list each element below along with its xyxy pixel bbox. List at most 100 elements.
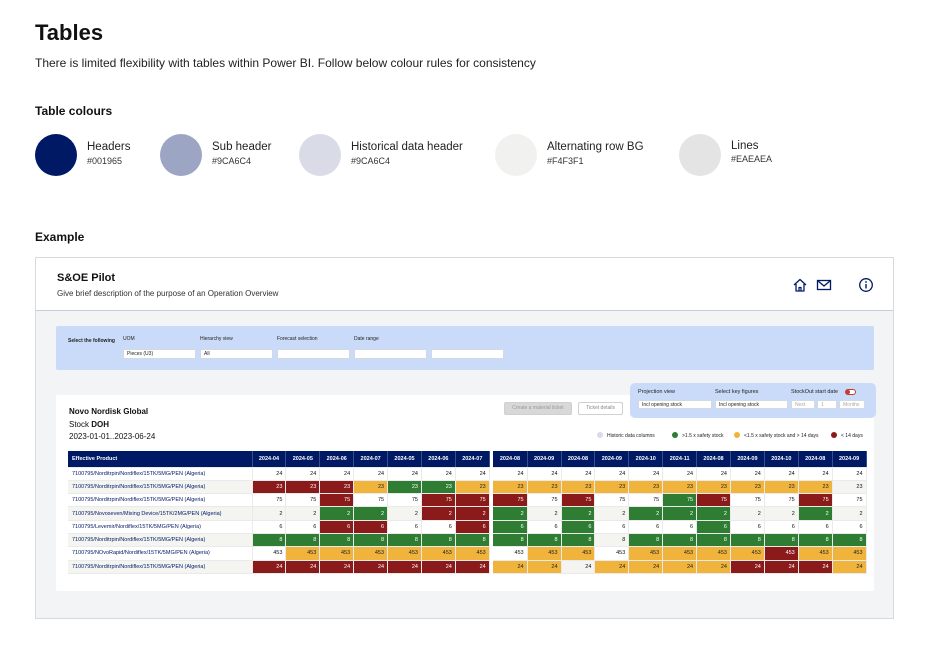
value-cell: 6: [764, 520, 799, 534]
value-cell: 75: [421, 493, 456, 508]
product-cell[interactable]: 7100795/Levemir/Nordiflex/15TK/5MG/PEN (…: [68, 520, 253, 534]
ticket-details-button[interactable]: Ticket details: [578, 402, 623, 415]
value-cell: 2: [696, 506, 731, 521]
home-icon[interactable]: [792, 277, 808, 293]
product-cell[interactable]: 7100795/Norditrpin/Nordiflex/15TK/5MG/PE…: [68, 533, 253, 548]
value-cell: 24: [455, 560, 490, 574]
value-cell: 6: [285, 520, 321, 534]
value-cell: 24: [764, 467, 799, 481]
column-header-projection: 2024-09: [594, 451, 630, 468]
value-cell: 24: [561, 467, 596, 481]
stockout-toggle[interactable]: [845, 389, 856, 395]
next-input[interactable]: Next: [791, 400, 815, 409]
value-cell: 6: [561, 520, 596, 534]
column-gap: [489, 533, 494, 547]
value-cell: 8: [594, 533, 630, 548]
key-figures-select[interactable]: Incl opening stock: [715, 400, 788, 409]
create-ticket-button[interactable]: Create a material ticket: [504, 402, 572, 415]
value-cell: 453: [628, 546, 664, 561]
value-cell: 75: [662, 493, 698, 508]
column-gap: [489, 520, 494, 534]
forecast-label: Forecast selection: [277, 336, 318, 342]
product-cell[interactable]: 7100795/Norditrpin/Nordiflex/15TK/5MG/PE…: [68, 467, 253, 481]
value-cell: 24: [628, 560, 664, 574]
value-cell: 2: [662, 506, 698, 521]
value-cell: 6: [594, 520, 630, 534]
table-row[interactable]: 7100795/Norditrpin/Nordiflex/15TK/5MG/PE…: [68, 533, 867, 548]
value-cell: 23: [662, 480, 698, 495]
table-row[interactable]: 7100795/Novoseven/Mixing Device/15TK/2MG…: [68, 506, 867, 521]
value-cell: 23: [353, 480, 389, 495]
swatch-hex: #001965: [87, 156, 123, 166]
mail-icon[interactable]: [816, 277, 832, 293]
uom-select[interactable]: Pieces (U3): [123, 349, 196, 359]
table-row[interactable]: 7100795/Norditrpin/Nordiflex/15TK/5MG/PE…: [68, 560, 867, 574]
swatch-circle: [679, 134, 721, 176]
value-cell: 8: [798, 533, 833, 548]
value-cell: 75: [527, 493, 562, 508]
table-row[interactable]: 7100795/Levemir/Nordiflex/15TK/5MG/PEN (…: [68, 520, 867, 534]
value-cell: 23: [252, 480, 287, 495]
value-cell: 6: [455, 520, 490, 534]
stockout-label: StockOut start date: [791, 389, 839, 395]
value-cell: 75: [455, 493, 490, 508]
value-cell: 2: [798, 506, 833, 521]
value-cell: 23: [561, 480, 596, 495]
date-range-label: Date range: [354, 336, 379, 342]
column-header-projection: 2024-08: [798, 451, 833, 468]
date-end-input[interactable]: [431, 349, 504, 359]
value-cell: 6: [730, 520, 765, 534]
column-header-historic: 2024-04: [252, 451, 287, 468]
value-cell: 24: [628, 467, 664, 481]
value-cell: 6: [252, 520, 287, 534]
value-cell: 453: [493, 546, 528, 561]
column-header-historic: 2024-07: [353, 451, 389, 468]
info-icon[interactable]: [858, 277, 874, 293]
value-cell: 453: [798, 546, 833, 561]
value-cell: 2: [628, 506, 664, 521]
stock-table: Effective Product 2024-04 2024-05 2024-06 20…: [68, 451, 867, 574]
product-cell[interactable]: 7100795/Norditrpin/Nordiflex/15TK/5MG/PE…: [68, 560, 253, 574]
value-cell: 24: [696, 560, 731, 574]
product-cell[interactable]: 7100795/Norditrpin/Nordiflex/15TK/5MG/PE…: [68, 493, 253, 508]
value-cell: 24: [730, 560, 765, 574]
legend-below-14-days: < 14 days: [831, 432, 863, 440]
swatch-name: Sub header: [212, 141, 272, 153]
product-cell[interactable]: 7100795/Novoseven/Mixing Device/15TK/2MG…: [68, 506, 253, 521]
value-cell: 2: [455, 506, 490, 521]
value-cell: 453: [662, 546, 698, 561]
value-cell: 2: [730, 506, 765, 521]
column-header-historic: 2024-07: [455, 451, 490, 468]
table-row[interactable]: 7100795/NOvoRapid/Nordiflex/15TK/5MG/PEN…: [68, 546, 867, 561]
value-cell: 8: [764, 533, 799, 548]
forecast-select[interactable]: [277, 349, 350, 359]
hierarchy-select[interactable]: All: [200, 349, 273, 359]
value-cell: 75: [252, 493, 287, 508]
product-cell[interactable]: 7100795/Norditrpin/Nordiflex/15TK/5MG/PE…: [68, 480, 253, 495]
projection-view-select[interactable]: Incl opening stock: [638, 400, 712, 409]
table-row[interactable]: 7100795/Norditrpin/Nordiflex/15TK/5MG/PE…: [68, 480, 867, 495]
value-cell: 23: [285, 480, 321, 495]
column-header-projection: 2024-09: [527, 451, 562, 468]
product-cell[interactable]: 7100795/NOvoRapid/Nordiflex/15TK/5MG/PEN…: [68, 546, 253, 561]
page-title: Tables: [35, 20, 104, 45]
value-cell: 6: [662, 520, 698, 534]
value-cell: 75: [285, 493, 321, 508]
next-count-input[interactable]: 1: [817, 400, 837, 409]
column-header-projection: 2024-10: [628, 451, 664, 468]
value-cell: 75: [696, 493, 731, 508]
value-cell: 453: [561, 546, 596, 561]
table-row[interactable]: 7100795/Norditrpin/Nordiflex/15TK/5MG/PE…: [68, 467, 867, 481]
value-cell: 453: [730, 546, 765, 561]
value-cell: 75: [832, 493, 867, 508]
value-cell: 24: [798, 560, 833, 574]
value-cell: 24: [319, 560, 355, 574]
column-header-historic: 2024-06: [421, 451, 456, 468]
months-select[interactable]: Months: [839, 400, 865, 409]
value-cell: 24: [798, 467, 833, 481]
table-row[interactable]: 7100795/Norditrpin/Nordiflex/15TK/5MG/PE…: [68, 493, 867, 508]
date-start-input[interactable]: [354, 349, 427, 359]
value-cell: 75: [628, 493, 664, 508]
table-colours-heading: Table colours: [35, 104, 113, 118]
column-header-projection: 2024-08: [493, 451, 528, 468]
